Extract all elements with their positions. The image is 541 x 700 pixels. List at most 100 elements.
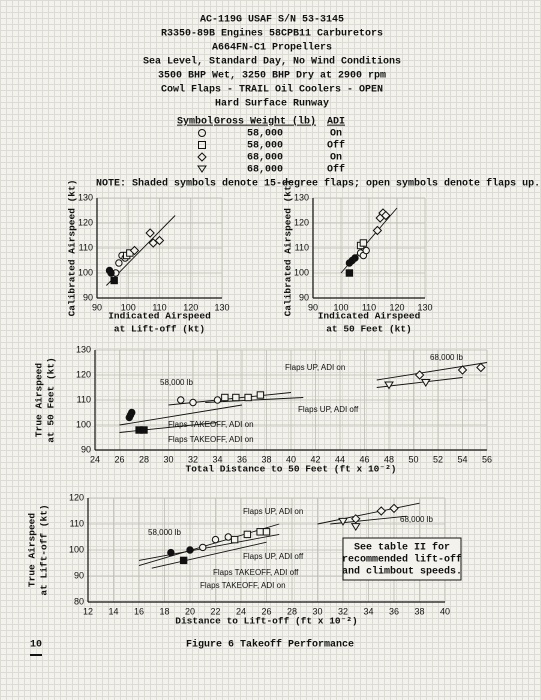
annotation: Flaps TAKEOFF, ADI on	[168, 435, 254, 444]
header-line: AC-119G USAF S/N 53-3145	[200, 14, 344, 26]
y-axis-label: Calibrated Airspeed (kt)	[67, 180, 78, 317]
y-axis-label: True Airspeed	[34, 363, 45, 437]
point	[384, 381, 394, 390]
y-tick-label: 80	[74, 596, 84, 606]
point	[420, 379, 431, 387]
table-header: ADI	[327, 117, 345, 128]
x-tick-label: 110	[362, 302, 376, 312]
annotation: Flaps UP, ADI on	[285, 363, 345, 372]
x-tick-label: 20	[185, 606, 195, 616]
x-tick-label: 120	[389, 302, 404, 312]
symbol-triangle	[197, 165, 207, 173]
point	[211, 535, 220, 544]
x-tick-label: 40	[440, 606, 450, 616]
x-tick-label: 30	[163, 454, 173, 464]
x-tick-label: 30	[312, 606, 322, 616]
point	[179, 556, 188, 565]
point	[256, 391, 265, 399]
fit-line	[151, 541, 267, 569]
y-tick-label: 100	[69, 544, 84, 554]
point	[414, 370, 425, 380]
x-tick-label: 28	[139, 454, 149, 464]
point	[224, 533, 232, 541]
x-tick-label: 12	[83, 606, 93, 616]
point	[199, 543, 207, 552]
note-box	[342, 537, 462, 581]
point	[345, 269, 354, 277]
point	[140, 426, 148, 434]
table-cell: Off	[327, 164, 345, 176]
y-axis-label: True Airspeed	[27, 513, 38, 587]
header-line: R3350-89B Engines 58CPB11 Carburetors	[161, 28, 383, 40]
x-tick-label: 110	[152, 302, 166, 312]
table-cell: 58,000	[247, 141, 283, 152]
y-tick-label: 130	[76, 344, 91, 354]
x-tick-label: 52	[433, 454, 443, 464]
x-tick-label: 120	[183, 302, 198, 312]
x-axis-label: at 50 Feet (kt)	[326, 324, 412, 335]
table-header: Gross Weight (lb)	[214, 116, 316, 128]
x-tick-label: 36	[237, 454, 247, 464]
header-line: Cowl Flaps - TRAIL Oil Coolers - OPEN	[161, 84, 383, 96]
note: NOTE: Shaded symbols denote 15-degree fl…	[96, 178, 540, 190]
x-tick-label: 130	[417, 302, 432, 312]
y-axis-label: at Lift-off (kt)	[39, 504, 50, 595]
x-tick-label: 38	[414, 606, 424, 616]
x-axis-label: Total Distance to 50 Feet (ft x 10⁻²)	[186, 464, 397, 475]
x-axis-label: Distance to Lift-off (ft x 10⁻²)	[175, 616, 357, 627]
x-tick-label: 32	[338, 606, 348, 616]
x-tick-label: 56	[482, 454, 492, 464]
x-tick-label: 130	[214, 302, 229, 312]
y-tick-label: 100	[294, 267, 309, 277]
table-cell: 68,000	[247, 153, 283, 164]
x-tick-label: 48	[384, 454, 394, 464]
annotation: Flaps TAKEOFF, ADI on	[168, 420, 254, 429]
annotation: Flaps UP, ADI off	[298, 405, 359, 414]
header-line: Sea Level, Standard Day, No Wind Conditi…	[143, 56, 401, 68]
y-tick-label: 110	[79, 242, 93, 252]
point	[381, 210, 391, 221]
header-line: A664FN-C1 Propellers	[212, 42, 332, 54]
y-tick-label: 130	[78, 192, 93, 202]
x-tick-label: 34	[363, 606, 373, 616]
x-tick-label: 90	[92, 302, 102, 312]
point	[110, 276, 118, 285]
x-axis-label: Indicated Airspeed	[108, 311, 211, 322]
x-tick-label: 100	[333, 302, 348, 312]
table-cell: On	[330, 153, 342, 164]
point	[351, 514, 361, 524]
fit-line	[138, 523, 280, 567]
point	[107, 269, 115, 277]
y-tick-label: 110	[295, 242, 309, 252]
point	[167, 548, 175, 557]
point	[213, 396, 222, 404]
note-box-line: recommended lift-off	[342, 554, 462, 566]
y-tick-label: 90	[81, 444, 91, 454]
fit-line	[168, 392, 292, 406]
y-tick-label: 90	[74, 570, 84, 580]
x-tick-label: 90	[308, 302, 318, 312]
point	[362, 246, 370, 255]
y-axis-label: Calibrated Airspeed (kt)	[283, 180, 294, 317]
annotation: Flaps TAKEOFF, ADI off	[213, 568, 299, 577]
header-line: 3500 BHP Wet, 3250 BHP Dry at 2900 rpm	[158, 71, 386, 82]
point	[189, 398, 197, 407]
table-cell: Off	[327, 140, 345, 152]
x-axis-label: Indicated Airspeed	[318, 311, 421, 322]
y-tick-label: 120	[294, 217, 309, 227]
point	[476, 362, 486, 373]
point	[351, 254, 359, 262]
x-axis-label: at Lift-off (kt)	[114, 324, 205, 335]
annotation: Flaps UP, ADI on	[243, 507, 303, 516]
x-tick-label: 44	[335, 454, 345, 464]
x-tick-label: 100	[121, 302, 136, 312]
y-tick-label: 100	[76, 419, 91, 429]
x-tick-label: 42	[310, 454, 320, 464]
symbol-square	[198, 141, 206, 149]
chart: 12 14 16 18 20 22 24 26 28 30 32 34 36 38 40 80 90 100 110…	[27, 492, 463, 626]
x-tick-label: 24	[236, 606, 246, 616]
legend-symbols	[197, 129, 207, 173]
y-tick-label: 120	[69, 492, 84, 502]
